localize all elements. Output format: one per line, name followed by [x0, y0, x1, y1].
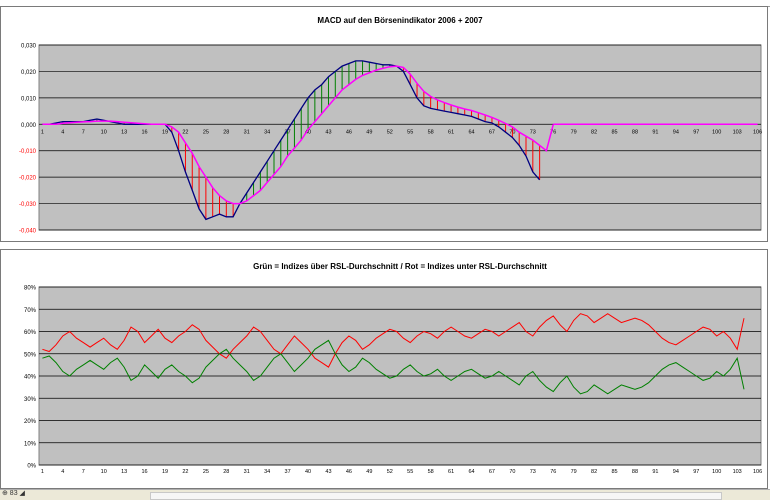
x-tick-label: 4	[61, 129, 64, 135]
x-tick-label: 73	[530, 469, 536, 475]
x-tick-label: 106	[753, 129, 762, 135]
x-tick-label: 19	[162, 129, 168, 135]
y-tick-label: 0,000	[21, 123, 37, 129]
x-tick-label: 52	[387, 469, 393, 475]
x-tick-label: 85	[611, 469, 617, 475]
x-tick-label: 52	[387, 129, 393, 135]
x-tick-label: 79	[571, 469, 577, 475]
y-tick-label: 0%	[27, 464, 36, 470]
x-tick-label: 10	[101, 129, 107, 135]
x-tick-label: 16	[142, 129, 148, 135]
y-tick-label: 40%	[24, 375, 37, 381]
x-tick-label: 49	[366, 129, 372, 135]
x-tick-label: 22	[182, 129, 188, 135]
x-tick-label: 94	[673, 129, 679, 135]
x-tick-label: 82	[591, 129, 597, 135]
x-tick-label: 55	[407, 129, 413, 135]
macd-chart: MACD auf den Börsenindikator 2006 + 2007…	[0, 6, 768, 242]
x-tick-label: 37	[285, 469, 291, 475]
x-tick-label: 10	[101, 469, 107, 475]
x-tick-label: 1	[41, 469, 44, 475]
x-tick-label: 76	[550, 129, 556, 135]
x-tick-label: 91	[652, 129, 658, 135]
x-tick-label: 100	[712, 129, 721, 135]
x-tick-label: 67	[489, 469, 495, 475]
x-tick-label: 34	[264, 129, 270, 135]
x-tick-label: 88	[632, 129, 638, 135]
chart-title: MACD auf den Börsenindikator 2006 + 2007	[317, 16, 483, 25]
x-tick-label: 64	[468, 469, 474, 475]
y-tick-label: 50%	[24, 352, 37, 358]
y-tick-label: -0,020	[19, 176, 37, 182]
series-line	[42, 65, 555, 205]
y-tick-label: 0,010	[21, 96, 37, 102]
x-tick-label: 94	[673, 469, 679, 475]
x-tick-label: 43	[325, 469, 331, 475]
x-tick-label: 64	[468, 129, 474, 135]
series-line	[42, 339, 745, 395]
x-tick-label: 103	[733, 129, 742, 135]
y-tick-label: -0,040	[19, 229, 37, 235]
rsl-chart: Grün = Indizes über RSL-Durchschnitt / R…	[0, 249, 768, 489]
x-tick-label: 4	[61, 469, 64, 475]
x-tick-label: 19	[162, 469, 168, 475]
x-tick-label: 7	[82, 129, 85, 135]
x-tick-label: 61	[448, 469, 454, 475]
x-tick-label: 43	[325, 129, 331, 135]
x-tick-label: 49	[366, 469, 372, 475]
x-tick-label: 58	[428, 129, 434, 135]
x-tick-label: 28	[223, 469, 229, 475]
x-tick-label: 25	[203, 469, 209, 475]
x-tick-label: 1	[41, 129, 44, 135]
y-tick-label: 0,030	[21, 44, 37, 50]
x-tick-label: 46	[346, 129, 352, 135]
status-bar: ⊕ 83 ◢	[0, 489, 770, 500]
x-tick-label: 40	[305, 469, 311, 475]
x-tick-label: 31	[244, 129, 250, 135]
x-tick-label: 7	[82, 469, 85, 475]
y-tick-label: 10%	[24, 441, 37, 447]
x-tick-label: 85	[611, 129, 617, 135]
x-tick-label: 82	[591, 469, 597, 475]
x-tick-label: 67	[489, 129, 495, 135]
y-tick-label: 60%	[24, 330, 37, 336]
x-tick-label: 34	[264, 469, 270, 475]
y-tick-label: 20%	[24, 419, 37, 425]
y-tick-label: 30%	[24, 397, 37, 403]
x-tick-label: 13	[121, 469, 127, 475]
x-tick-label: 46	[346, 469, 352, 475]
y-tick-label: -0,010	[19, 149, 37, 155]
plot-area	[38, 44, 762, 231]
x-tick-label: 55	[407, 469, 413, 475]
x-tick-label: 13	[121, 129, 127, 135]
x-tick-label: 79	[571, 129, 577, 135]
status-label: ⊕ 83 ◢	[2, 490, 25, 497]
y-tick-label: -0,030	[19, 202, 37, 208]
x-tick-label: 73	[530, 129, 536, 135]
x-tick-label: 106	[753, 469, 762, 475]
y-tick-label: 70%	[24, 308, 37, 314]
x-tick-label: 31	[244, 469, 250, 475]
x-tick-label: 40	[305, 129, 311, 135]
x-tick-label: 76	[550, 469, 556, 475]
series-line	[42, 60, 541, 221]
x-tick-label: 91	[652, 469, 658, 475]
x-tick-label: 100	[712, 469, 721, 475]
x-tick-label: 22	[182, 469, 188, 475]
x-tick-label: 61	[448, 129, 454, 135]
x-tick-label: 97	[693, 469, 699, 475]
y-tick-label: 80%	[24, 286, 37, 292]
x-tick-label: 16	[142, 469, 148, 475]
x-tick-label: 70	[509, 469, 515, 475]
y-tick-label: 0,020	[21, 70, 37, 76]
series-line	[42, 313, 745, 368]
x-tick-label: 103	[733, 469, 742, 475]
x-tick-label: 28	[223, 129, 229, 135]
x-tick-label: 88	[632, 469, 638, 475]
x-tick-label: 25	[203, 129, 209, 135]
chart-title: Grün = Indizes über RSL-Durchschnitt / R…	[253, 262, 547, 271]
x-tick-label: 97	[693, 129, 699, 135]
x-tick-label: 58	[428, 469, 434, 475]
